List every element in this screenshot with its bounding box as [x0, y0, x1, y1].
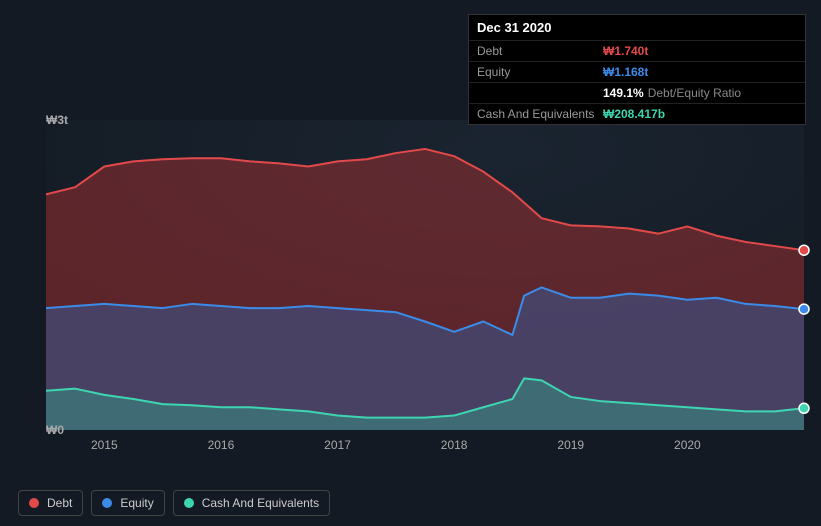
tooltip-row-value: ₩1.168t — [603, 65, 648, 79]
tooltip-row: Cash And Equivalents₩208.417b — [469, 104, 805, 124]
legend-dot — [29, 498, 39, 508]
series-end-marker-debt — [799, 245, 809, 255]
debt-equity-chart: ₩0₩3t 201520162017201820192020 — [18, 120, 804, 460]
legend-item-debt[interactable]: Debt — [18, 490, 83, 516]
legend-label: Debt — [47, 496, 72, 510]
tooltip-row-extra: Debt/Equity Ratio — [648, 86, 741, 100]
series-end-marker-equity — [799, 304, 809, 314]
legend-item-cash-and-equivalents[interactable]: Cash And Equivalents — [173, 490, 330, 516]
tooltip-row-value: 149.1%Debt/Equity Ratio — [603, 86, 741, 100]
tooltip-row-label: Cash And Equivalents — [477, 107, 603, 121]
legend-item-equity[interactable]: Equity — [91, 490, 164, 516]
tooltip-row-label — [477, 86, 603, 100]
legend-dot — [184, 498, 194, 508]
tooltip-row-value: ₩208.417b — [603, 107, 665, 121]
x-axis-label: 2020 — [674, 438, 701, 452]
y-axis-label: ₩3t — [46, 113, 64, 127]
tooltip-row: 149.1%Debt/Equity Ratio — [469, 83, 805, 104]
tooltip-row: Debt₩1.740t — [469, 41, 805, 62]
x-axis-label: 2015 — [91, 438, 118, 452]
x-axis-label: 2018 — [441, 438, 468, 452]
chart-plot-area[interactable] — [46, 120, 804, 430]
tooltip-row-value: ₩1.740t — [603, 44, 648, 58]
x-axis-label: 2016 — [208, 438, 235, 452]
legend-label: Equity — [120, 496, 153, 510]
x-axis-label: 2019 — [557, 438, 584, 452]
x-axis-label: 2017 — [324, 438, 351, 452]
chart-svg — [46, 120, 804, 430]
tooltip-row: Equity₩1.168t — [469, 62, 805, 83]
tooltip-row-label: Equity — [477, 65, 603, 79]
chart-tooltip: Dec 31 2020 Debt₩1.740tEquity₩1.168t149.… — [468, 14, 806, 125]
tooltip-row-label: Debt — [477, 44, 603, 58]
chart-legend: Debt Equity Cash And Equivalents — [18, 490, 330, 516]
y-axis-label: ₩0 — [46, 423, 64, 437]
tooltip-title: Dec 31 2020 — [469, 15, 805, 41]
legend-dot — [102, 498, 112, 508]
legend-label: Cash And Equivalents — [202, 496, 319, 510]
series-end-marker-cash-and-equivalents — [799, 403, 809, 413]
